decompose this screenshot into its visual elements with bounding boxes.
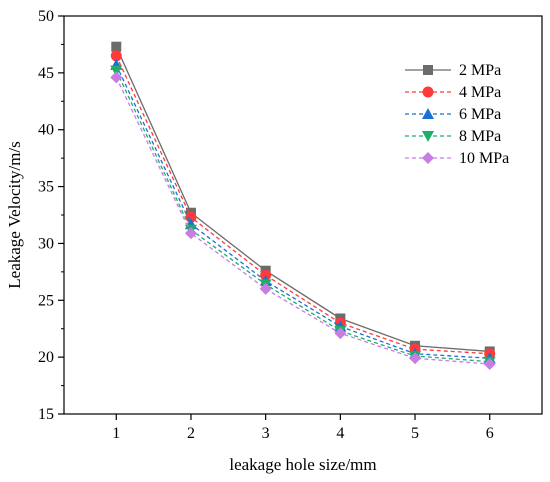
x-tick-label: 3 — [262, 425, 270, 442]
series-layer — [110, 41, 496, 370]
data-point — [185, 211, 197, 223]
series-line — [115, 55, 490, 355]
series-0 — [111, 41, 495, 357]
y-tick-label: 50 — [38, 8, 54, 25]
x-tick-label: 2 — [187, 425, 195, 442]
x-axis-title: leakage hole size/mm — [229, 455, 376, 474]
legend-entry: 4 MPa — [405, 84, 501, 101]
x-tick-label: 5 — [411, 425, 419, 442]
data-point — [483, 357, 496, 370]
data-point — [110, 71, 123, 84]
legend-label: 6 MPa — [459, 106, 501, 123]
data-point — [184, 227, 197, 240]
series-2 — [110, 58, 496, 364]
legend-marker — [422, 86, 434, 98]
y-tick-label: 35 — [38, 179, 54, 196]
series-1 — [110, 50, 496, 360]
y-tick-label: 45 — [38, 65, 54, 82]
legend-label: 4 MPa — [459, 84, 501, 101]
y-tick-label: 25 — [38, 292, 54, 309]
data-point — [111, 41, 122, 52]
y-tick-label: 15 — [38, 406, 54, 423]
legend-label: 8 MPa — [459, 128, 501, 145]
x-tick-label: 1 — [112, 425, 120, 442]
y-axis-ticks: 15 20 25 30 35 40 45 50 — [38, 8, 64, 423]
legend-marker — [422, 108, 434, 119]
legend-entry: 8 MPa — [405, 128, 501, 145]
y-tick-label: 40 — [38, 122, 54, 139]
series-line — [115, 64, 490, 359]
series-3 — [110, 65, 496, 368]
legend-label: 10 MPa — [459, 150, 509, 167]
y-tick-label: 20 — [38, 349, 54, 366]
data-point — [259, 282, 272, 295]
series-4 — [110, 71, 496, 370]
legend-entry: 2 MPa — [405, 62, 501, 79]
legend-label: 2 MPa — [459, 62, 501, 79]
series-line — [115, 77, 490, 365]
x-axis-ticks: 1 2 3 4 5 6 — [112, 414, 494, 442]
data-point — [110, 65, 123, 77]
legend-marker — [423, 65, 433, 75]
legend-entry: 6 MPa — [405, 106, 501, 123]
data-point — [110, 50, 122, 62]
legend-marker — [422, 131, 434, 142]
legend: 2 MPa 4 MPa 6 MPa 8 MPa 10 MPa — [405, 62, 509, 167]
data-point — [334, 327, 347, 340]
x-tick-label: 4 — [336, 425, 344, 442]
legend-marker — [422, 152, 434, 164]
series-line — [115, 46, 490, 353]
y-tick-label: 30 — [38, 235, 54, 252]
legend-entry: 10 MPa — [405, 150, 509, 167]
y-axis-title: Leakage Velocity/m/s — [5, 141, 24, 288]
data-point — [409, 352, 422, 365]
x-tick-label: 6 — [486, 425, 494, 442]
